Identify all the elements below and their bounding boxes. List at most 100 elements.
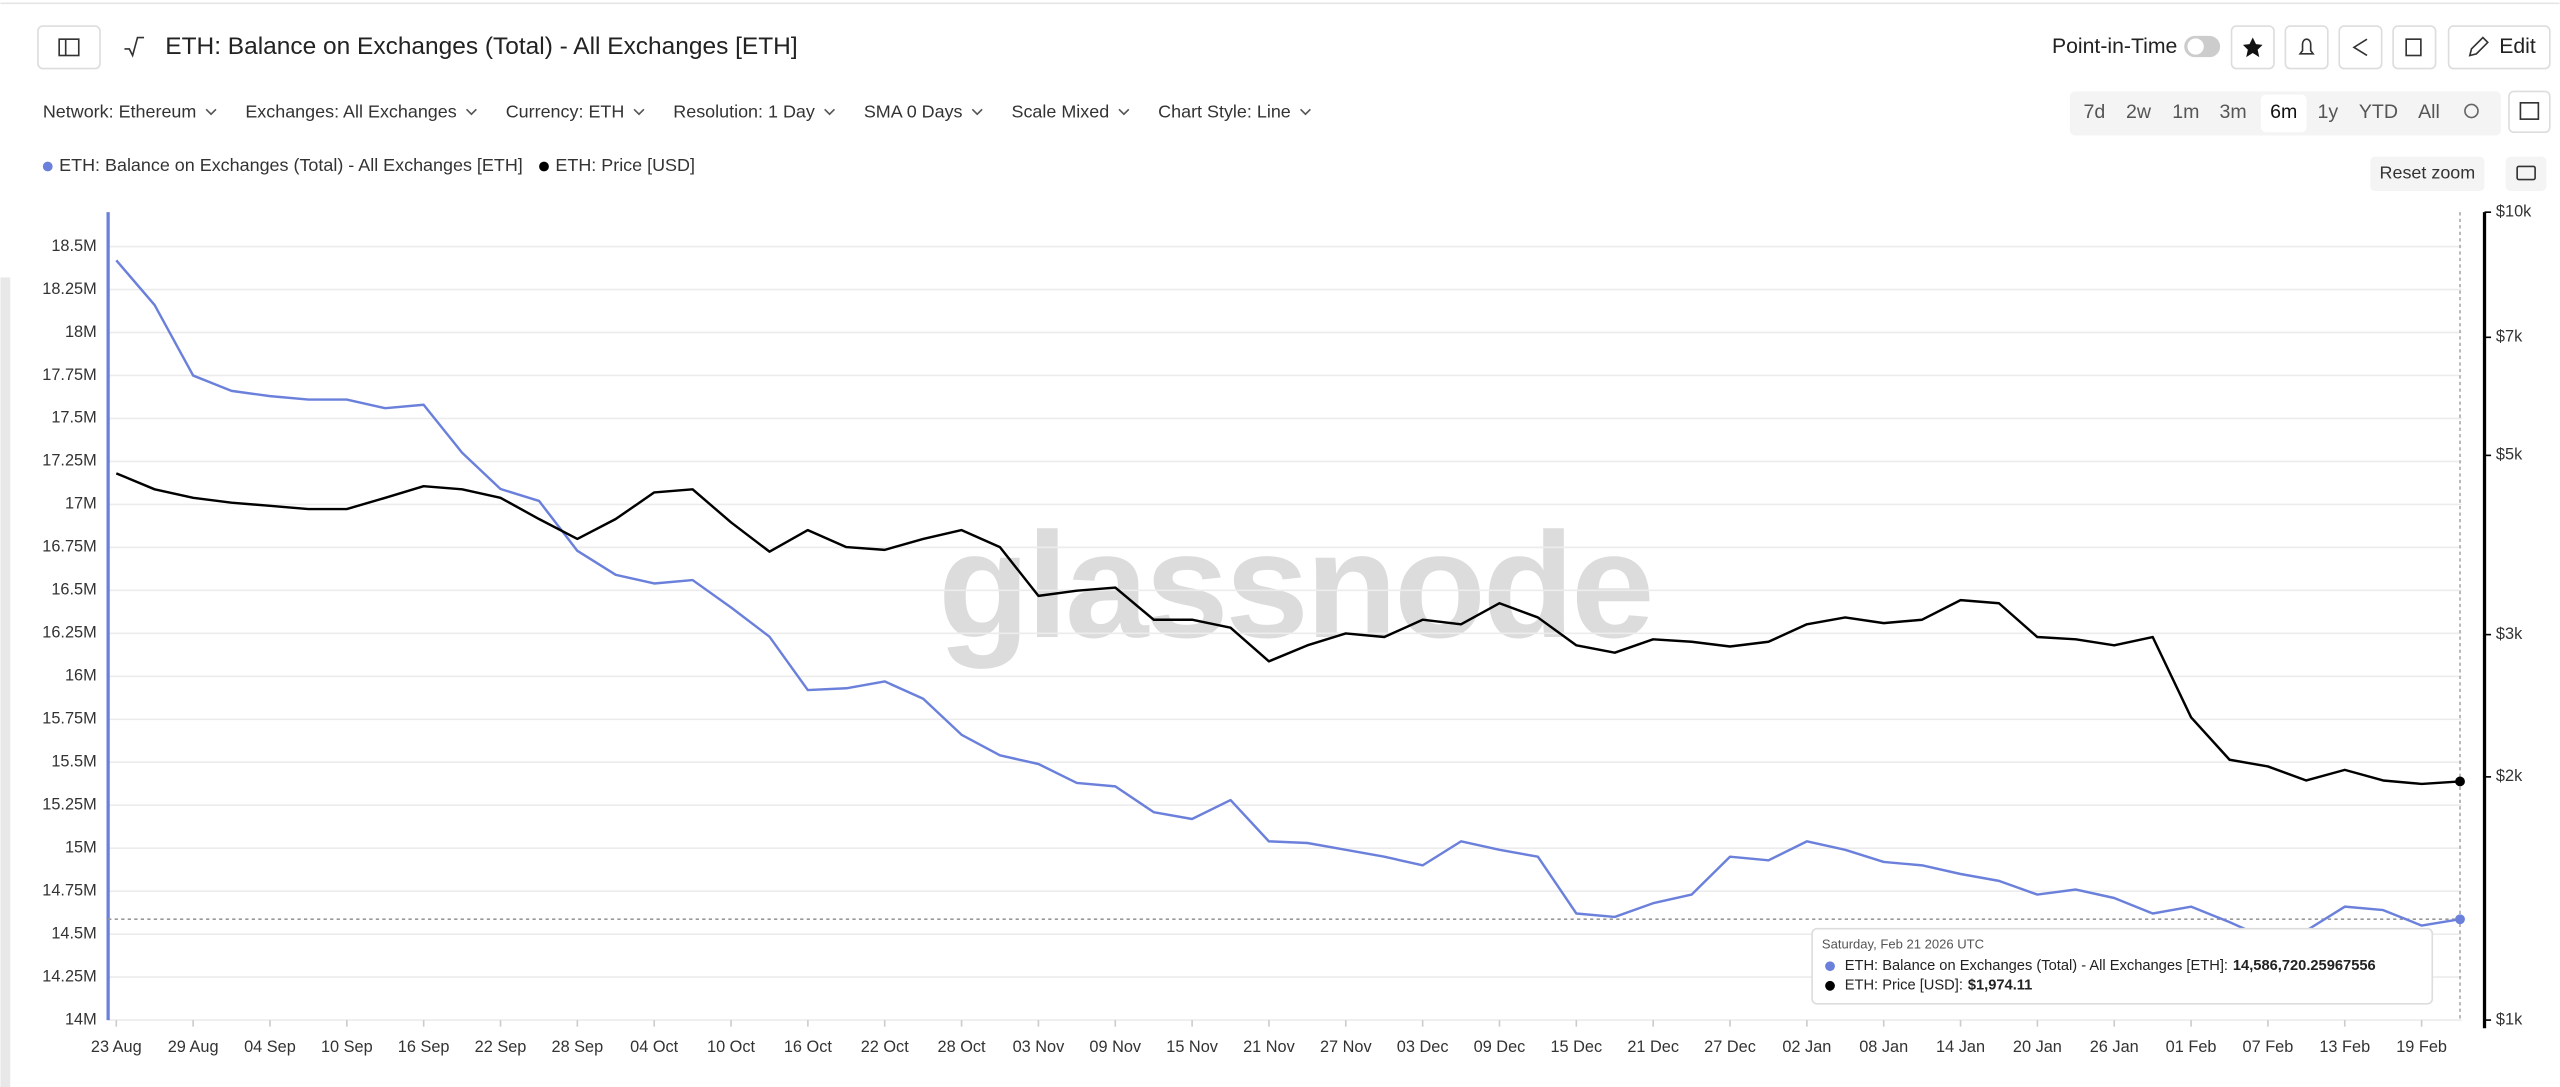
filter-label[interactable]: Currency: ETH	[506, 101, 625, 121]
share-button[interactable]	[2338, 25, 2383, 70]
x-tick-label: 04 Sep	[244, 1038, 296, 1056]
y-tick-label: 17.5M	[51, 409, 96, 427]
x-tick-label: 09 Nov	[1089, 1038, 1142, 1056]
range-button[interactable]: 2w	[2126, 101, 2152, 123]
toggle-knob	[2187, 38, 2204, 55]
reset-zoom-label: Reset zoom	[2380, 163, 2476, 183]
x-tick-label: 07 Feb	[2243, 1038, 2294, 1056]
x-tick-label: 16 Sep	[398, 1038, 450, 1056]
y2-tick-label: $3k	[2496, 625, 2523, 643]
x-tick-label: 09 Dec	[1474, 1038, 1526, 1056]
edit-icon	[2468, 36, 2489, 57]
y2-tick-label: $2k	[2496, 767, 2523, 785]
y-tick-label: 16M	[65, 667, 97, 685]
y-tick-label: 17.25M	[42, 452, 96, 470]
y-tick-label: 18.25M	[42, 280, 96, 298]
x-tick-label: 10 Oct	[707, 1038, 756, 1056]
sidebar-button[interactable]	[37, 25, 101, 70]
range-button[interactable]: 3m	[2220, 101, 2247, 123]
last-point	[2455, 776, 2465, 787]
filter-label[interactable]: Chart Style: Line	[1158, 101, 1291, 121]
y-tick-label: 16.25M	[42, 624, 96, 642]
x-tick-label: 15 Dec	[1550, 1038, 1602, 1056]
share-icon	[2352, 38, 2368, 57]
x-tick-label: 01 Feb	[2166, 1038, 2217, 1056]
y-tick-label: 18.5M	[51, 237, 96, 255]
y-tick-label: 15M	[65, 839, 97, 857]
chevron	[465, 108, 477, 116]
legend-label[interactable]: ETH: Price [USD]	[555, 155, 695, 175]
range-button[interactable]: All	[2418, 101, 2440, 123]
filter-label[interactable]: Resolution: 1 Day	[673, 101, 815, 121]
calendar-icon	[2519, 102, 2540, 120]
y-tick-label: 18M	[65, 323, 97, 341]
range-button[interactable]: 1y	[2317, 101, 2338, 123]
y-tick-label: 14.5M	[51, 924, 96, 942]
sidebar-icon	[58, 38, 80, 57]
x-tick-label: 27 Dec	[1704, 1038, 1756, 1056]
screenshot-button[interactable]	[2505, 156, 2547, 191]
x-tick-label: 04 Oct	[630, 1038, 679, 1056]
y2-tick-label: $7k	[2496, 328, 2523, 346]
x-tick-label: 28 Sep	[552, 1038, 604, 1056]
range-button[interactable]: YTD	[2359, 101, 2398, 123]
tooltip-swatch	[1825, 980, 1835, 991]
x-tick-label: 23 Aug	[91, 1038, 142, 1056]
legend-label[interactable]: ETH: Balance on Exchanges (Total) - All …	[59, 155, 523, 175]
point-in-time-label: Point-in-Time	[2052, 35, 2177, 58]
y-tick-label: 16.75M	[42, 538, 96, 556]
last-point	[2455, 914, 2465, 925]
chevron	[824, 108, 836, 116]
range-button[interactable]: 6m	[2270, 101, 2297, 123]
series-line	[115, 472, 2461, 786]
filter-label[interactable]: Scale Mixed	[1012, 101, 1110, 121]
edit-button[interactable]	[2447, 25, 2551, 70]
x-tick-label: 03 Dec	[1397, 1038, 1449, 1056]
calendar-button[interactable]	[2508, 90, 2551, 134]
x-tick-label: 10 Sep	[321, 1038, 373, 1056]
x-tick-label: 28 Oct	[938, 1038, 987, 1056]
filter-label[interactable]: SMA 0 Days	[864, 101, 963, 121]
y-tick-label: 15.5M	[51, 753, 96, 771]
tooltip-date: Saturday, Feb 21 2026 UTC	[1822, 936, 1984, 951]
x-tick-label: 29 Aug	[168, 1038, 219, 1056]
chevron	[971, 108, 983, 116]
y2-tick-label: $10k	[2496, 202, 2532, 220]
scrollbar	[0, 277, 11, 1087]
x-tick-label: 08 Jan	[1859, 1038, 1908, 1056]
tooltip-swatch	[1825, 961, 1835, 972]
tooltip-label: ETH: Price [USD]:	[1845, 978, 1963, 994]
page-title: ETH: Balance on Exchanges (Total) - All …	[165, 33, 797, 60]
star-icon	[2242, 37, 2263, 58]
zoom-icon[interactable]	[2464, 103, 2479, 119]
range-button[interactable]: 1m	[2172, 101, 2199, 123]
y-tick-label: 14.25M	[42, 967, 96, 985]
filter-label[interactable]: Exchanges: All Exchanges	[245, 101, 456, 121]
watermark: glassnode	[938, 501, 1651, 669]
copy-button[interactable]	[2392, 25, 2437, 70]
x-tick-label: 21 Dec	[1627, 1038, 1679, 1056]
metric-icon	[124, 36, 145, 58]
tooltip-value: $1,974.11	[1968, 978, 2032, 994]
x-tick-label: 03 Nov	[1013, 1038, 1066, 1056]
range-active	[2260, 94, 2307, 133]
x-tick-label: 20 Jan	[2013, 1038, 2062, 1056]
range-button[interactable]: 7d	[2084, 101, 2106, 123]
x-tick-label: 27 Nov	[1320, 1038, 1373, 1056]
edit-label: Edit	[2499, 35, 2536, 58]
alert-button[interactable]	[2284, 25, 2329, 70]
y-tick-label: 14M	[65, 1010, 97, 1028]
x-tick-label: 22 Sep	[475, 1038, 527, 1056]
tooltip-label: ETH: Balance on Exchanges (Total) - All …	[1845, 958, 2228, 974]
x-tick-label: 16 Oct	[784, 1038, 833, 1056]
x-tick-label: 26 Jan	[2090, 1038, 2139, 1056]
filter-label[interactable]: Network: Ethereum	[43, 101, 197, 121]
camera-icon	[2516, 165, 2536, 181]
legend-swatch	[42, 161, 53, 172]
chevron	[633, 108, 645, 116]
y2-tick-label: $5k	[2496, 446, 2523, 464]
y-tick-label: 17.75M	[42, 366, 96, 384]
y-tick-label: 17M	[65, 495, 97, 513]
reset-zoom-button[interactable]	[2370, 156, 2485, 191]
